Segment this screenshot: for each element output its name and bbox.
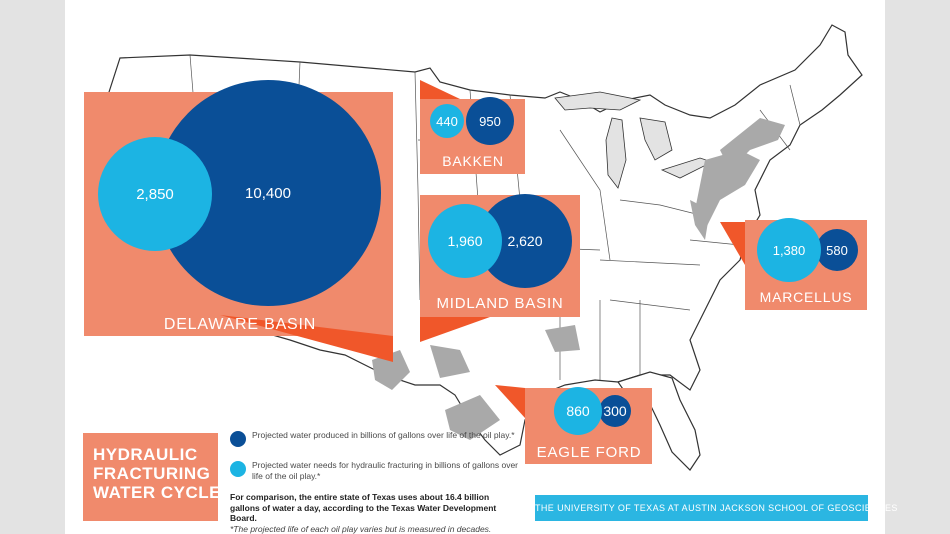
produced-swatch — [230, 431, 246, 447]
bakken-produced-label: 950 — [479, 114, 501, 129]
midland-basin-name-label: MIDLAND BASIN — [436, 295, 563, 312]
marcellus-needs-bubble — [757, 218, 821, 282]
delaware-basin-needs-label: 2,850 — [136, 186, 174, 203]
marcellus-needs-label: 1,380 — [773, 243, 806, 258]
midland-basin-needs-label: 1,960 — [447, 233, 482, 249]
midland-basin-produced-label: 2,620 — [507, 233, 542, 249]
shale-regions — [372, 118, 785, 440]
credit-bar: THE UNIVERSITY OF TEXAS AT AUSTIN JACKSO… — [535, 495, 897, 521]
marcellus-pointer — [720, 222, 745, 265]
bakken-needs-bubble — [430, 104, 464, 138]
marcellus-produced-bubble — [816, 229, 858, 271]
play-pointers — [220, 80, 745, 418]
title-line-3: WATER CYCLE — [93, 483, 221, 502]
delaware-basin-needs-bubble — [98, 137, 212, 251]
eagle-ford-needs-label: 860 — [566, 403, 590, 419]
eagle-ford-pointer — [495, 385, 525, 418]
delaware-basin-produced-bubble — [155, 80, 381, 306]
legend-needs-text: Projected water needs for hydraulic frac… — [252, 460, 518, 481]
delaware-basin-produced-label: 10,400 — [245, 185, 291, 202]
bakken-name-label: BAKKEN — [442, 153, 504, 169]
lake-michigan — [605, 117, 627, 189]
midland-basin-needs-bubble — [428, 204, 502, 278]
note-main: For comparison, the entire state of Texa… — [230, 492, 497, 523]
lake-superior — [554, 91, 642, 111]
legend: Projected water produced in billions of … — [230, 430, 520, 490]
bakken-pointer — [420, 80, 460, 99]
title-box: HYDRAULIC FRACTURING WATER CYCLE — [83, 433, 221, 521]
legend-produced-text: Projected water produced in billions of … — [252, 430, 515, 440]
delaware-basin-name-label: DELAWARE BASIN — [164, 316, 316, 333]
legend-produced: Projected water produced in billions of … — [230, 430, 520, 460]
marcellus-produced-label: 580 — [826, 243, 848, 258]
delaware-pointer — [220, 315, 393, 362]
eagle-ford-needs-bubble — [554, 387, 602, 435]
needs-swatch — [230, 461, 246, 477]
comparison-note: For comparison, the entire state of Texa… — [230, 492, 520, 534]
bakken-produced-bubble — [466, 97, 514, 145]
title-line-2: FRACTURING — [93, 464, 211, 483]
eagle-ford-produced-label: 300 — [603, 403, 627, 419]
marcellus-name-label: MARCELLUS — [760, 289, 853, 305]
note-footnote: *The projected life of each oil play var… — [230, 523, 492, 534]
lake-huron — [639, 117, 673, 161]
eagle-ford-produced-bubble — [599, 395, 631, 427]
bubbles: 2,850 10,400 DELAWARE BASIN 440 950 BAKKEN 1,9… — [98, 80, 858, 461]
eagle-ford-name-label: EAGLE FORD — [537, 444, 642, 461]
title-line-1: HYDRAULIC — [93, 445, 198, 464]
midland-pointer — [420, 317, 490, 342]
legend-needs: Projected water needs for hydraulic frac… — [230, 460, 520, 490]
midland-basin-produced-bubble — [478, 194, 572, 288]
bakken-needs-label: 440 — [436, 114, 458, 129]
